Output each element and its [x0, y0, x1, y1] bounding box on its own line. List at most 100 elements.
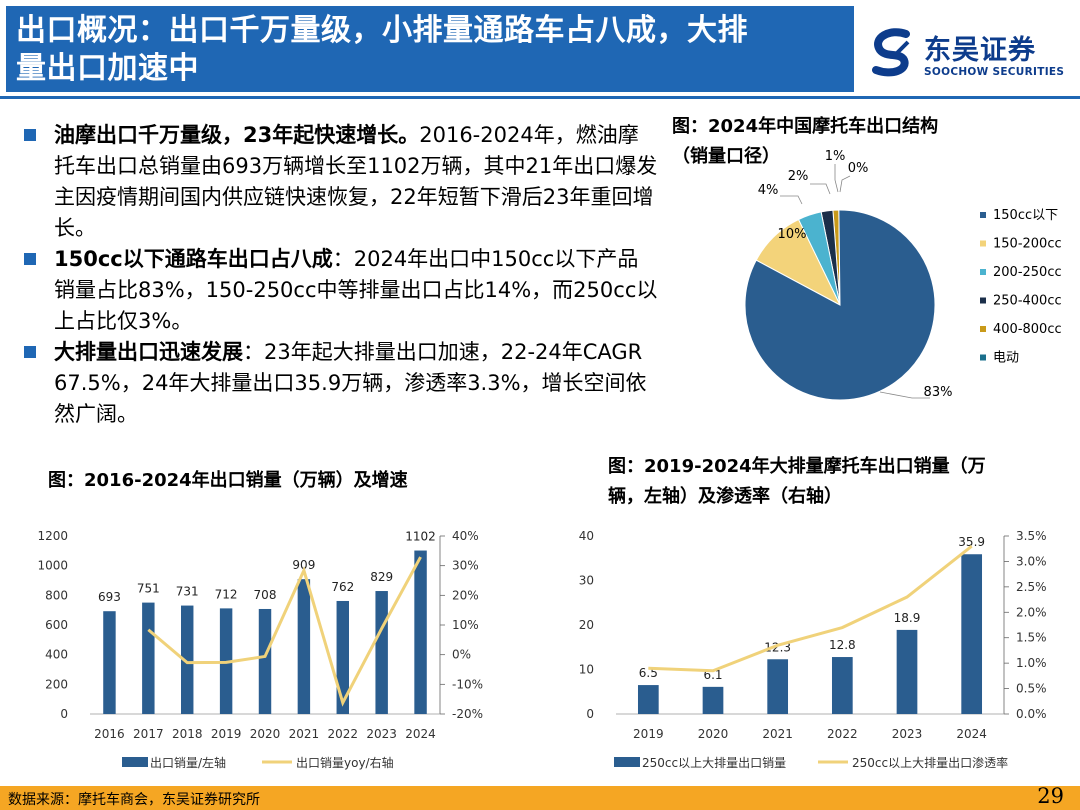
pie-leader-line — [839, 175, 851, 193]
pie-data-label: 0% — [848, 161, 869, 176]
bar-data-label: 731 — [176, 585, 199, 599]
x-tick-label: 2018 — [172, 727, 203, 741]
legend-label: 出口销量/左轴 — [150, 755, 226, 770]
page-title: 出口概况：出口千万量级，小排量通路车占八成，大排 量出口加速中 — [16, 12, 846, 88]
x-tick-label: 2020 — [698, 727, 729, 741]
large-displacement-combo-chart: 0 10 20 30 40 0.0% 0.5% 1.0% 1.5% 2.0% 2.5% 3.0% 3.5… — [579, 529, 1047, 770]
pie-slice — [744, 209, 936, 401]
y-left-tick-label: 0 — [586, 707, 594, 721]
legend-label: 电动 — [993, 351, 1019, 366]
bullet-text: ：23年起大排量出口加速，22-24年CAGR 67.5%，24年大排量出口35… — [54, 340, 647, 426]
page-title-line1: 出口概况：出口千万量级，小排量通路车占八成，大排 — [16, 13, 748, 48]
y-right-tick-label: 0.5% — [1016, 682, 1047, 696]
legend-swatch — [980, 354, 986, 361]
bar2-caption-line2: 辆，左轴）及渗透率（右轴） — [608, 486, 842, 507]
pie-caption-line2: （销量口径） — [672, 146, 780, 167]
bar — [181, 605, 194, 714]
bar-data-label: 1102 — [405, 530, 436, 544]
x-tick-label: 2022 — [328, 727, 359, 741]
bullet-bold: 油摩出口千万量级，23年起快速增长。 — [54, 123, 420, 147]
bar-data-label: 708 — [254, 588, 277, 602]
y-right-tick-label: 40% — [452, 529, 479, 543]
legend-label: 150-200cc — [993, 237, 1062, 252]
y-right-tick-label: 0.0% — [1016, 707, 1047, 721]
bullet-item: 油摩出口千万量级，23年起快速增长。2016-2024年，燃油摩托车出口总销量由… — [22, 120, 658, 244]
y-left-tick-label: 1200 — [37, 529, 68, 543]
y-right-tick-label: 30% — [452, 559, 479, 573]
legend-label: 150cc以下 — [993, 208, 1058, 223]
bar-data-label: 762 — [331, 580, 354, 594]
bullet-text: 2016-2024年，燃油摩托车出口总销量由693万辆增长至1102万辆，其中2… — [54, 123, 658, 240]
logo-text-en: SOOCHOW SECURITIES — [924, 66, 1065, 78]
y-right-tick-label: 3.5% — [1016, 529, 1047, 543]
bar — [297, 579, 311, 714]
x-tick-label: 2024 — [405, 727, 436, 741]
bullet-list: 油摩出口千万量级，23年起快速增长。2016-2024年，燃油摩托车出口总销量由… — [22, 120, 658, 430]
legend-label: 250-400cc — [993, 294, 1062, 309]
legend-label: 出口销量yoy/右轴 — [296, 755, 394, 770]
bar2-caption-line1: 图：2019-2024年大排量摩托车出口销量（万 — [608, 456, 986, 477]
y-left-tick-label: 10 — [579, 663, 594, 677]
x-tick-label: 2021 — [289, 727, 320, 741]
bar — [375, 591, 388, 714]
y-left-tick-label: 0 — [60, 707, 68, 721]
bar — [637, 685, 659, 714]
bar — [414, 550, 427, 714]
legend-label: 250cc以上大排量出口销量 — [642, 756, 786, 770]
bar-data-label: 35.9 — [958, 535, 985, 549]
bar — [831, 657, 853, 714]
pie-leader-line — [879, 391, 930, 399]
legend-label: 400-800cc — [993, 322, 1062, 337]
x-tick-label: 2023 — [892, 727, 923, 741]
pie-caption-line1: 图：2024年中国摩托车出口结构 — [672, 116, 939, 137]
y-right-tick-label: -20% — [452, 707, 483, 721]
export-volume-combo-chart: 0 200 400 600 800 1000 1200 -20% -10% 0% 10% 20% 30%… — [37, 529, 483, 770]
bullet-bold: 150cc以下通路车出口占八成 — [54, 247, 333, 271]
pie-leader-line — [780, 195, 803, 205]
x-tick-label: 2019 — [211, 727, 242, 741]
bar-data-label: 693 — [98, 590, 121, 604]
bar2-caption: 图：2019-2024年大排量摩托车出口销量（万 辆，左轴）及渗透率（右轴） — [608, 452, 986, 512]
bar — [258, 608, 272, 714]
legend-swatch — [614, 757, 640, 767]
y-right-tick-label: 1.5% — [1016, 631, 1047, 645]
x-tick-label: 2019 — [633, 727, 664, 741]
y-right-tick-label: 0% — [452, 648, 471, 662]
x-tick-label: 2022 — [827, 727, 858, 741]
y-left-tick-label: 200 — [45, 677, 68, 691]
page-number: 29 — [1037, 784, 1064, 808]
header-divider — [0, 96, 1080, 99]
header: 出口概况：出口千万量级，小排量通路车占八成，大排 量出口加速中 东吴证券 SOO… — [0, 0, 1080, 100]
bar — [336, 600, 349, 714]
bullet-bold: 大排量出口迅速发展 — [54, 340, 243, 364]
x-tick-label: 2020 — [250, 727, 281, 741]
y-right-tick-label: 20% — [452, 588, 479, 602]
legend-swatch — [122, 757, 148, 767]
y-left-tick-label: 600 — [45, 618, 68, 632]
bullet-text: ：2024年出口中150cc以下产品销量占比83%，150-250cc中等排量出… — [54, 247, 658, 333]
footer-bar: 数据来源：摩托车商会，东吴证券研究所 29 — [0, 784, 1080, 810]
y-left-tick-label: 40 — [579, 529, 594, 543]
y-right-tick-label: 3.0% — [1016, 554, 1047, 568]
bar-data-label: 751 — [137, 582, 160, 596]
title-bar: 出口概况：出口千万量级，小排量通路车占八成，大排 量出口加速中 — [6, 6, 854, 92]
legend-swatch — [980, 212, 986, 218]
pie-data-label: 83% — [924, 385, 953, 400]
company-logo: 东吴证券 SOOCHOW SECURITIES — [866, 26, 1076, 86]
y-right-tick-label: 2.5% — [1016, 580, 1047, 594]
y-right-tick-label: 2.0% — [1016, 605, 1047, 619]
legend-label: 200-250cc — [993, 265, 1062, 280]
bar-data-label: 909 — [292, 558, 315, 572]
pie-data-label: 1% — [825, 150, 846, 164]
pie-data-label: 10% — [778, 227, 807, 242]
legend-swatch — [980, 326, 986, 332]
x-tick-label: 2021 — [762, 727, 793, 741]
pie-leader-line — [810, 183, 831, 195]
logo-text-cn: 东吴证券 — [924, 35, 1036, 66]
legend-swatch — [980, 240, 986, 247]
bar1-caption: 图：2016-2024年出口销量（万辆）及增速 — [48, 470, 408, 491]
legend-swatch — [980, 269, 986, 275]
bar — [103, 611, 116, 714]
line-series — [147, 556, 422, 707]
soochow-s-logo-icon — [872, 28, 910, 77]
